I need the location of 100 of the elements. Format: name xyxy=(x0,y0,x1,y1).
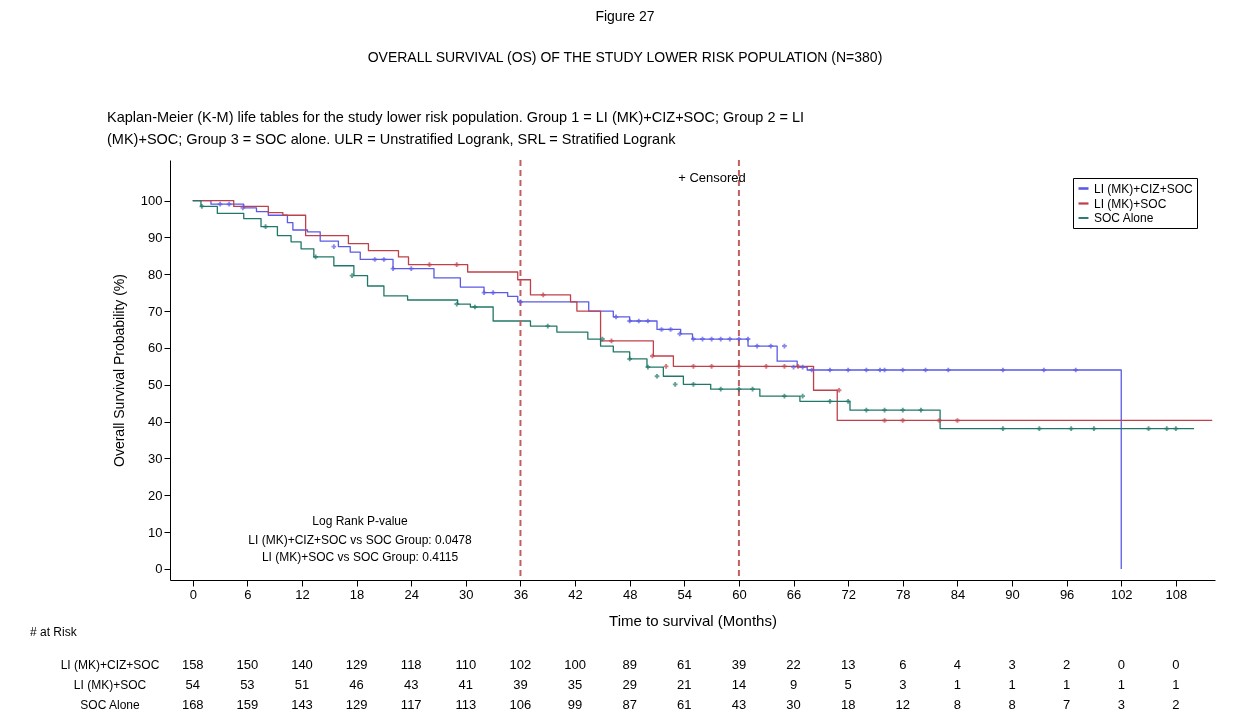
x-tick-label: 12 xyxy=(295,586,310,602)
point xyxy=(900,367,906,373)
point xyxy=(836,387,842,393)
point xyxy=(718,386,724,392)
y-tick-label: 0 xyxy=(155,561,163,577)
legend-label: SOC Alone xyxy=(1094,211,1154,225)
point xyxy=(800,364,805,370)
point xyxy=(900,407,906,413)
point xyxy=(736,386,742,392)
point xyxy=(1036,426,1042,431)
point xyxy=(263,224,268,230)
point xyxy=(217,201,223,207)
point xyxy=(800,393,805,399)
x-tick-label: 24 xyxy=(404,586,419,602)
y-tick-label: 70 xyxy=(148,303,163,319)
point xyxy=(864,367,869,373)
y-tick-label: 90 xyxy=(148,229,163,245)
y-tick-label: 10 xyxy=(148,524,163,540)
x-tick-label: 72 xyxy=(841,586,856,602)
chart-title: Figure 27 xyxy=(595,8,655,24)
point xyxy=(518,299,523,305)
point xyxy=(795,363,801,369)
point xyxy=(663,363,669,369)
point xyxy=(1173,426,1179,431)
point xyxy=(763,363,769,369)
y-tick-label: 80 xyxy=(148,266,163,282)
y-tick-label: 60 xyxy=(148,340,163,356)
x-tick-label: 102 xyxy=(1110,586,1133,602)
point xyxy=(768,343,774,349)
point xyxy=(372,257,378,262)
point xyxy=(882,418,887,423)
legend-label: LI (MK)+CIZ+SOC xyxy=(1094,181,1194,196)
point xyxy=(900,418,906,423)
point xyxy=(882,367,887,373)
y-tick-label: 40 xyxy=(148,414,163,430)
point xyxy=(709,363,714,369)
point xyxy=(782,363,787,369)
point xyxy=(936,418,942,423)
point xyxy=(540,292,546,298)
point xyxy=(727,336,733,342)
x-tick-label: 96 xyxy=(1059,586,1075,602)
point xyxy=(955,418,960,423)
point xyxy=(600,336,605,342)
point xyxy=(454,262,460,267)
x-tick-label: 48 xyxy=(622,586,638,602)
text: # at Risk xyxy=(30,625,78,639)
point xyxy=(240,205,246,211)
x-tick-label: 84 xyxy=(950,586,966,602)
point xyxy=(845,398,851,404)
point xyxy=(1164,426,1170,431)
text: Kaplan-Meier (K-M) life tables for the study lower risk population. Group 1 = LI (MK)+CIZ+SOC; Group 2 = LI (MK)+SOC; Group 3 = SOC alone. ULR = Unstratified Logrank, SRL = Stratified Logrank xyxy=(107,109,805,147)
y-axis-title: Overall Survival Probability (%) xyxy=(110,274,127,467)
y-tick-label: 20 xyxy=(148,487,163,503)
point xyxy=(390,266,396,272)
x-tick-label: 18 xyxy=(349,586,365,602)
point xyxy=(1091,426,1097,431)
point xyxy=(809,367,815,373)
x-tick-label: 78 xyxy=(896,586,911,602)
x-tick-label: 66 xyxy=(786,586,802,602)
text: LI (MK)+CIZ+SOC 158 150 140 129 118 110 102 100 89 61 39 22 13 6 4 3 2 0 0 xyxy=(60,657,1180,672)
point xyxy=(1146,426,1151,431)
point xyxy=(672,382,678,387)
point xyxy=(636,318,642,324)
point xyxy=(677,331,683,337)
legend-label: LI (MK)+SOC xyxy=(1094,196,1167,211)
text: LI (MK)+SOC 54 53 51 46 43 41 39 35 29 21 14 9 5 3 1 1 1 1 1 xyxy=(73,677,1180,692)
x-tick-label: 60 xyxy=(732,586,747,602)
point xyxy=(481,290,487,295)
point xyxy=(331,244,337,249)
annotation: LI (MK)+CIZ+SOC vs SOC Group: 0.0478 xyxy=(248,533,473,547)
point xyxy=(490,290,496,295)
point xyxy=(427,262,432,267)
x-tick-label: 30 xyxy=(459,586,474,602)
point xyxy=(408,266,414,272)
x-tick-label: 6 xyxy=(244,586,252,602)
point xyxy=(1073,367,1079,373)
point xyxy=(882,407,887,413)
point xyxy=(845,367,851,373)
point xyxy=(545,323,551,329)
point xyxy=(627,318,633,324)
y-tick-label: 100 xyxy=(140,193,163,209)
point xyxy=(313,254,318,260)
point xyxy=(627,356,633,362)
x-tick-label: 90 xyxy=(1005,586,1020,602)
point xyxy=(750,386,755,392)
point xyxy=(668,327,673,332)
point xyxy=(199,204,205,209)
point xyxy=(654,373,660,379)
x-tick-label: 54 xyxy=(677,586,693,602)
point xyxy=(349,273,355,279)
point xyxy=(1000,426,1006,431)
y-tick-label: 50 xyxy=(148,377,163,393)
point xyxy=(782,393,787,399)
point xyxy=(827,398,833,404)
x-tick-label: 36 xyxy=(513,586,529,602)
y-tick-label: 30 xyxy=(148,450,163,466)
point xyxy=(709,336,714,342)
point xyxy=(1068,426,1074,431)
point xyxy=(918,407,924,413)
point xyxy=(691,382,696,387)
